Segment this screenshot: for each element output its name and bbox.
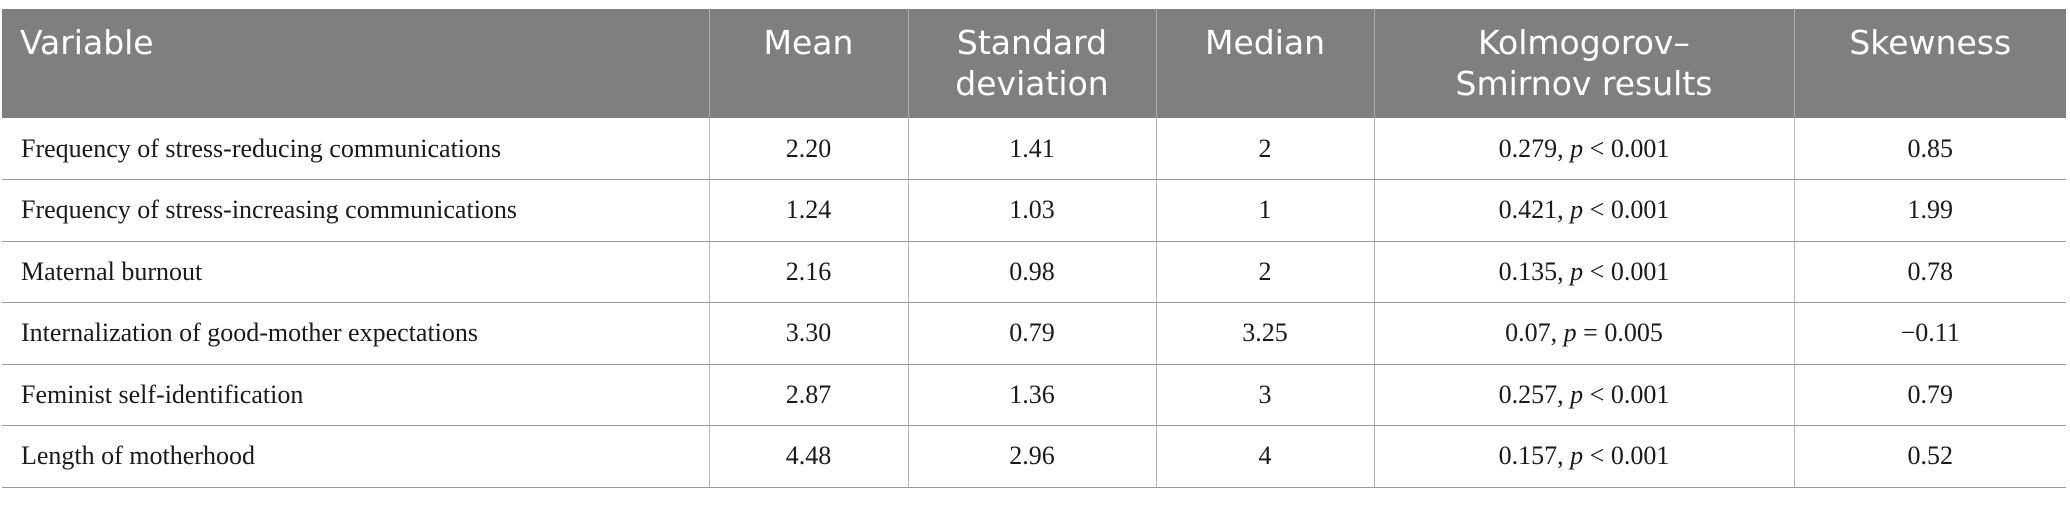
variable-cell: Length of motherhood: [2, 425, 709, 488]
header-ks-results: Kolmogorov–Smirnov results: [1373, 9, 1794, 118]
header-mean: Mean: [708, 9, 908, 118]
ks-statistic: 0.157,: [1498, 441, 1564, 471]
header-variable: Variable: [2, 9, 709, 118]
mean-cell: 2.16: [708, 241, 908, 303]
ks-results-cell: 0.257, p < 0.001: [1373, 364, 1794, 426]
ks-p-label: p: [1563, 318, 1577, 348]
ks-p-label: p: [1570, 133, 1584, 163]
ks-p-value: < 0.001: [1589, 256, 1670, 286]
ks-p-value: < 0.001: [1589, 441, 1670, 471]
header-row: Variable Mean Standard deviation Median …: [2, 9, 2066, 118]
ks-p-label: p: [1570, 379, 1584, 409]
variable-cell: Frequency of stress-increasing communica…: [2, 179, 709, 242]
median-cell: 2: [1155, 118, 1374, 180]
mean-cell: 3.30: [708, 302, 908, 365]
header-median: Median: [1155, 9, 1374, 118]
descriptive-statistics-table-container: Variable Mean Standard deviation Median …: [2, 9, 2066, 488]
header-skewness: Skewness: [1793, 9, 2066, 118]
ks-p-label: p: [1570, 195, 1584, 225]
skewness-cell: 0.85: [1793, 118, 2066, 180]
skewness-cell: 0.79: [1793, 364, 2066, 426]
median-cell: 4: [1155, 425, 1374, 488]
ks-p-value: < 0.001: [1589, 195, 1670, 225]
table-row: Length of motherhood 4.48 2.96 4 0.157, p < …: [2, 425, 2066, 488]
table-body: Frequency of stress-reducing communicati…: [2, 118, 2066, 488]
ks-statistic: 0.279,: [1498, 133, 1564, 163]
standard-deviation-cell: 2.96: [907, 425, 1156, 488]
mean-cell: 1.24: [708, 179, 908, 242]
skewness-cell: 0.52: [1793, 425, 2066, 488]
ks-results-cell: 0.157, p < 0.001: [1373, 425, 1794, 488]
mean-cell: 2.20: [708, 118, 908, 180]
table-row: Frequency of stress-reducing communicati…: [2, 118, 2066, 180]
variable-cell: Maternal burnout: [2, 241, 709, 303]
header-standard-deviation: Standard deviation: [907, 9, 1156, 118]
ks-results-cell: 0.279, p < 0.001: [1373, 118, 1794, 180]
ks-results-cell: 0.07, p = 0.005: [1373, 302, 1794, 365]
ks-statistic: 0.135,: [1498, 256, 1564, 286]
header-ks-results-text: Kolmogorov–Smirnov results: [1455, 23, 1713, 103]
header-standard-deviation-text: Standard deviation: [955, 23, 1109, 103]
ks-p-value: < 0.001: [1589, 133, 1670, 163]
standard-deviation-cell: 0.98: [907, 241, 1156, 303]
skewness-cell: 1.99: [1793, 179, 2066, 242]
ks-results-cell: 0.421, p < 0.001: [1373, 179, 1794, 242]
skewness-cell: −0.11: [1793, 302, 2066, 365]
variable-cell: Frequency of stress-reducing communicati…: [2, 118, 709, 180]
ks-statistic: 0.421,: [1498, 195, 1564, 225]
mean-cell: 2.87: [708, 364, 908, 426]
table-row: Frequency of stress-increasing communica…: [2, 179, 2066, 242]
median-cell: 1: [1155, 179, 1374, 242]
table-header: Variable Mean Standard deviation Median …: [2, 9, 2066, 118]
ks-p-value: = 0.005: [1583, 318, 1663, 348]
median-cell: 3: [1155, 364, 1374, 426]
ks-p-label: p: [1570, 441, 1584, 471]
ks-p-label: p: [1570, 256, 1584, 286]
ks-p-value: < 0.001: [1589, 379, 1670, 409]
variable-cell: Feminist self-identification: [2, 364, 709, 426]
median-cell: 2: [1155, 241, 1374, 303]
standard-deviation-cell: 1.36: [907, 364, 1156, 426]
table-row: Maternal burnout 2.16 0.98 2 0.135, p < 0.00…: [2, 241, 2066, 303]
standard-deviation-cell: 1.03: [907, 179, 1156, 242]
standard-deviation-cell: 1.41: [907, 118, 1156, 180]
table-row: Feminist self-identification 2.87 1.36 3 0.2…: [2, 364, 2066, 426]
ks-statistic: 0.07,: [1505, 318, 1558, 348]
standard-deviation-cell: 0.79: [907, 302, 1156, 365]
mean-cell: 4.48: [708, 425, 908, 488]
ks-results-cell: 0.135, p < 0.001: [1373, 241, 1794, 303]
variable-cell: Internalization of good-mother expectati…: [2, 302, 709, 365]
skewness-cell: 0.78: [1793, 241, 2066, 303]
descriptive-statistics-table: Variable Mean Standard deviation Median …: [2, 9, 2066, 488]
ks-statistic: 0.257,: [1498, 379, 1564, 409]
median-cell: 3.25: [1155, 302, 1374, 365]
table-row: Internalization of good-mother expectati…: [2, 302, 2066, 365]
